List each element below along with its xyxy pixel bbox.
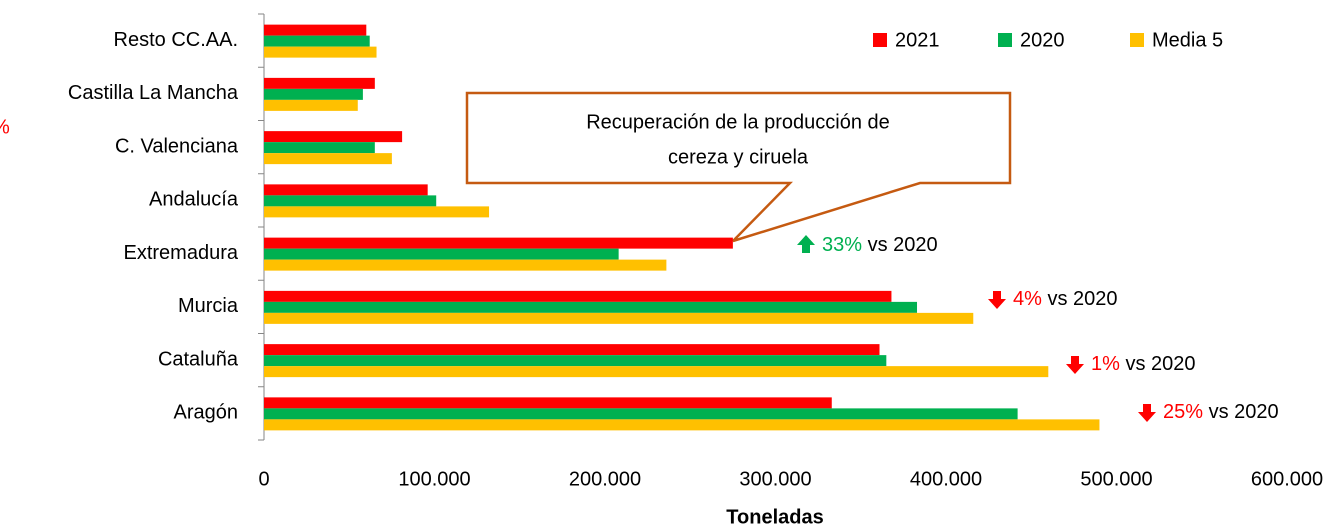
legend-swatch (1130, 33, 1144, 47)
annotation-pct: 1% (1091, 353, 1120, 375)
callout-box (465, 91, 1012, 243)
bar (264, 290, 892, 302)
legend-label: 2020 (1020, 29, 1065, 51)
x-tick-label: 500.000 (1080, 468, 1152, 490)
bar (264, 88, 363, 100)
bar (264, 99, 358, 111)
y-tick-label: Resto CC.AA. (114, 29, 238, 51)
bar (264, 24, 367, 36)
bar (264, 408, 1018, 420)
legend-label: Media 5 (1152, 29, 1223, 51)
bar (264, 131, 403, 143)
annotation-arrow (1066, 356, 1084, 374)
annotation-pct: 4% (1013, 288, 1042, 310)
bar (264, 46, 377, 58)
bar (264, 366, 1049, 378)
callout-text: Recuperación de la producción de (586, 111, 890, 133)
annotation-arrow (1138, 404, 1156, 422)
annotation-pct: 25% (1163, 401, 1203, 423)
annotation: 1% vs 2020 (1091, 353, 1196, 375)
bar (264, 248, 619, 260)
annotation: 4% vs 2020 (1013, 288, 1118, 310)
bar (264, 153, 392, 165)
x-tick-label: 400.000 (910, 468, 982, 490)
bar (264, 312, 974, 324)
bar (264, 419, 1100, 431)
y-tick-label: Extremadura (124, 242, 239, 264)
annotation-pct: 33% (822, 234, 862, 256)
bar (264, 184, 428, 196)
y-tick-label: Aragón (174, 402, 239, 424)
x-tick-label: 100.000 (398, 468, 470, 490)
bar (264, 206, 490, 218)
bar (264, 397, 832, 409)
annotation: 25% vs 2020 (1163, 401, 1279, 423)
callout-text: cereza y ciruela (668, 146, 809, 168)
x-axis-label: Toneladas (726, 506, 823, 528)
bar (264, 35, 370, 47)
bar (264, 344, 880, 356)
bar (264, 301, 918, 313)
y-tick-label: Murcia (178, 295, 239, 317)
legend-swatch (873, 33, 887, 47)
bar (264, 259, 667, 271)
bar (264, 355, 887, 367)
bar (264, 77, 375, 89)
y-tick-label: C. Valenciana (115, 135, 239, 157)
x-tick-label: 0 (258, 468, 269, 490)
legend-swatch (998, 33, 1012, 47)
annotation-text: vs 2020 (1209, 401, 1279, 423)
annotation-text: vs 2020 (868, 234, 938, 256)
y-tick-label: Andalucía (149, 189, 239, 211)
annotation-arrow (797, 235, 815, 253)
x-tick-label: 300.000 (739, 468, 811, 490)
x-tick-label: 600.000 (1251, 468, 1323, 490)
x-tick-label: 200.000 (569, 468, 641, 490)
y-tick-label: Cataluña (158, 348, 239, 370)
y-tick-label: Castilla La Mancha (68, 82, 239, 104)
legend-label: 2021 (895, 29, 940, 51)
annotation: 33% vs 2020 (822, 234, 938, 256)
annotation-text: vs 2020 (1047, 288, 1117, 310)
annotation-arrow (988, 291, 1006, 309)
annotation-text: vs 2020 (1125, 353, 1195, 375)
clipped-text: % (0, 116, 10, 138)
bar (264, 142, 375, 154)
bar (264, 195, 437, 207)
bar (264, 237, 733, 249)
